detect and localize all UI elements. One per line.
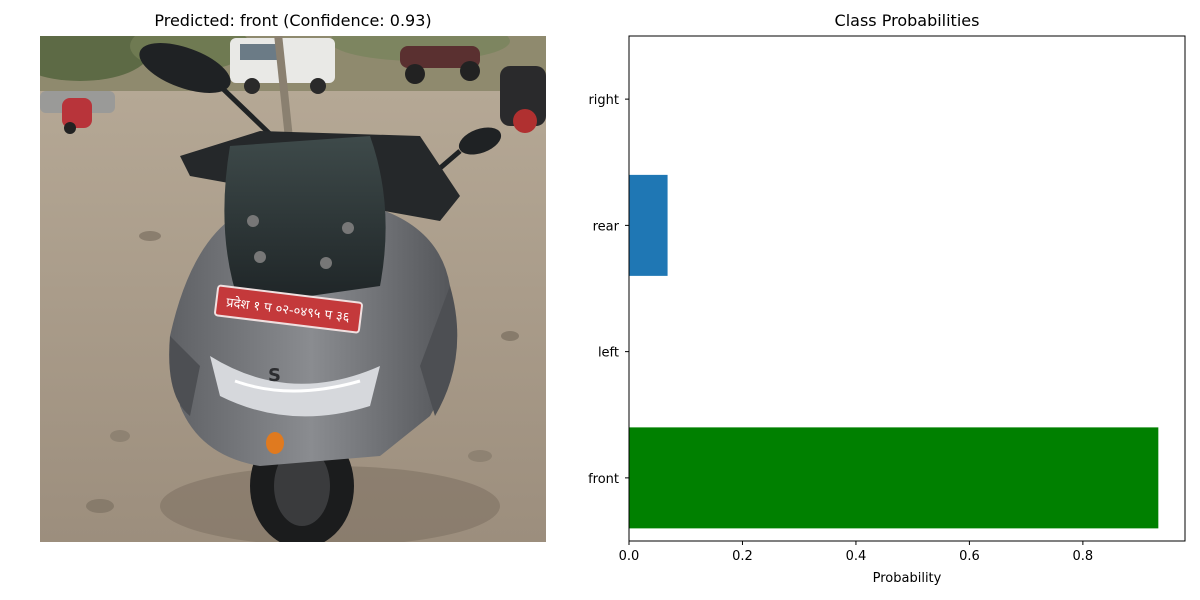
scooter-photo: प्रदेश १ प ०२-०४९५ प ३६ S [40, 36, 546, 542]
y-tick-label-right: right [588, 93, 619, 108]
x-tick-label: 0.2 [732, 549, 753, 564]
x-tick-label: 0.6 [959, 549, 980, 564]
x-tick-label: 0.4 [846, 549, 867, 564]
image-title: Predicted: front (Confidence: 0.93) [154, 11, 432, 30]
x-tick-label: 0.0 [619, 549, 640, 564]
chart-title: Class Probabilities [834, 11, 980, 30]
bar-rear [629, 174, 668, 276]
x-tick-label: 0.8 [1073, 549, 1094, 564]
x-axis-label: Probability [873, 571, 942, 586]
y-tick-label-left: left [598, 346, 619, 361]
y-tick-label-front: front [588, 472, 619, 487]
scooter-photo-drawing: प्रदेश १ प ०२-०४९५ प ३६ S [40, 36, 546, 542]
svg-text:S: S [268, 365, 281, 386]
bar-front [629, 427, 1159, 529]
y-tick-label-rear: rear [593, 219, 620, 234]
plot-frame [628, 35, 1186, 542]
